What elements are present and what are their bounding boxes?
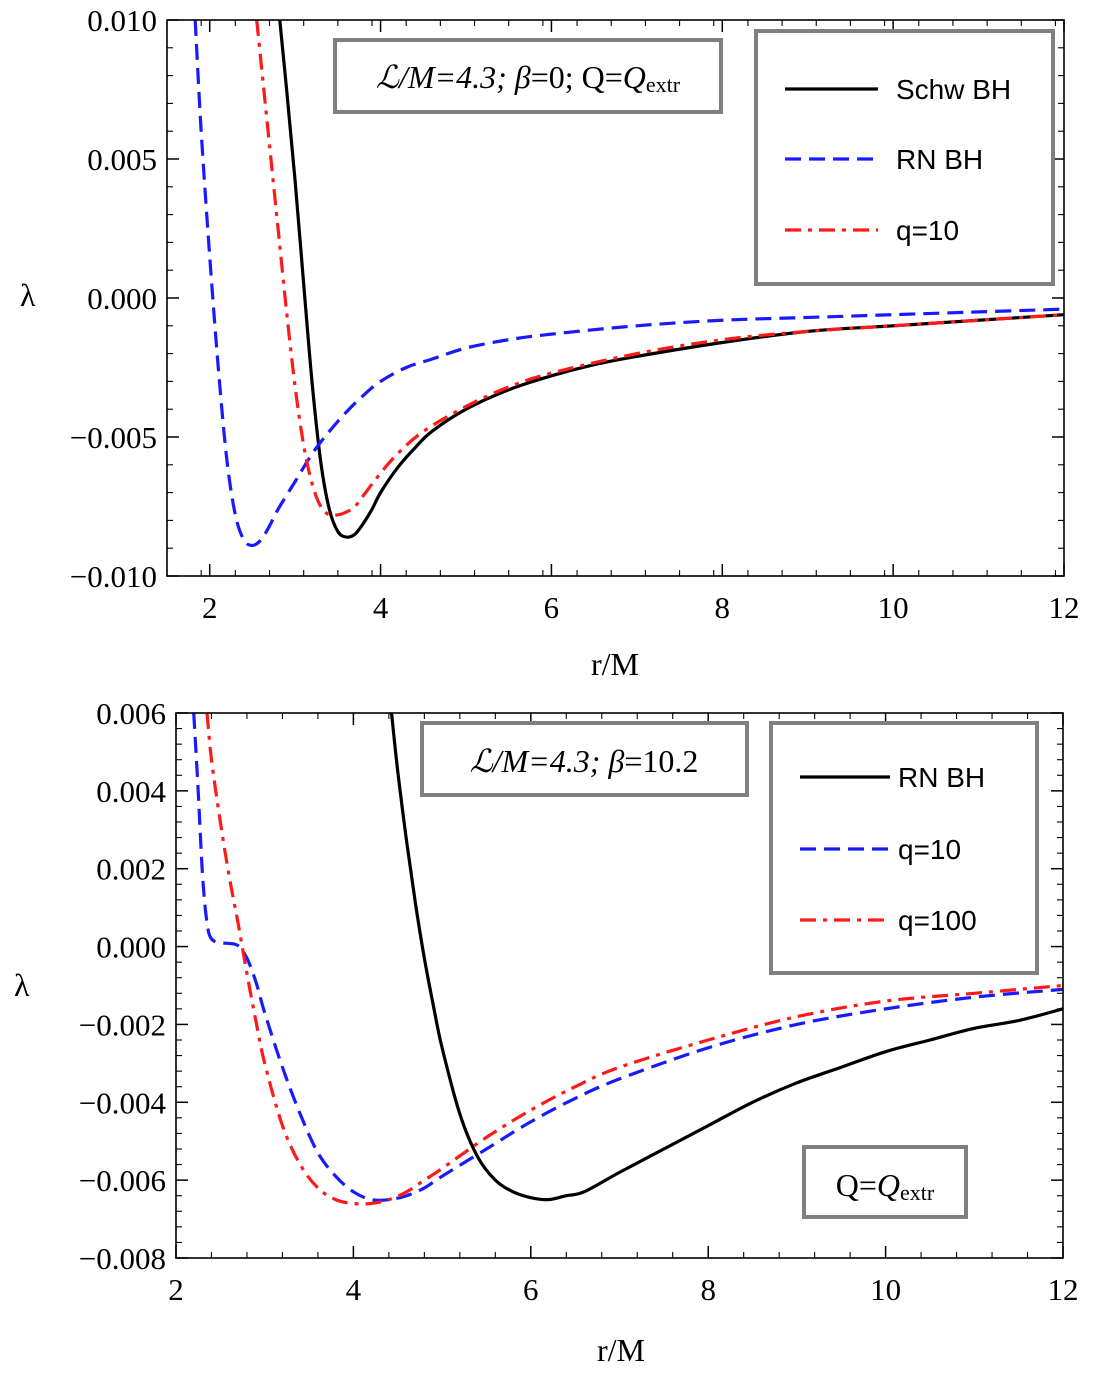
y-tick-label: 0.004 — [96, 774, 166, 809]
y-tick-label: 0.006 — [96, 696, 166, 731]
top-series-q10 — [255, 20, 1064, 518]
top-panel: 2 4 6 8 10 12 −0.010 −0.005 0.000 0.005 0.010 λ r/… — [20, 3, 1080, 682]
top-series-group — [193, 20, 1064, 548]
top-series-schw-bh — [278, 20, 1064, 539]
y-tick-label: 0.000 — [96, 930, 166, 965]
x-tick-label: 8 — [715, 590, 731, 625]
top-legend-label-rn-bh: RN BH — [896, 144, 983, 175]
bottom-axis-ticks: 2 4 6 8 10 12 −0.008 −0.006 −0.004 −0.002 0.000 0.0… — [79, 696, 1079, 1307]
y-tick-label: −0.005 — [70, 420, 157, 455]
x-tick-label: 10 — [870, 1272, 901, 1307]
y-tick-label: −0.002 — [79, 1007, 166, 1042]
bottom-annotation2-q-eq: Q= — [836, 1167, 877, 1203]
bottom-annotation-prefix: ℒ/M=4.3; — [470, 743, 609, 779]
bottom-legend-label-rn-bh: RN BH — [898, 762, 985, 793]
bottom-annotation-beta: β — [607, 743, 624, 779]
y-tick-label: 0.002 — [96, 852, 166, 887]
bottom-legend-label-q100: q=100 — [898, 905, 977, 936]
x-tick-label: 12 — [1048, 1272, 1079, 1307]
top-annotation-beta: β — [514, 59, 531, 95]
bottom-series-rn-bh — [389, 713, 1063, 1202]
y-tick-label: −0.008 — [79, 1241, 166, 1276]
x-tick-label: 6 — [523, 1272, 539, 1307]
top-x-axis-label: r/M — [591, 646, 639, 682]
top-annotation-prefix: ℒ/M=4.3; — [376, 59, 515, 95]
bottom-y-axis-label: λ — [14, 967, 30, 1003]
x-tick-label: 4 — [373, 590, 389, 625]
x-tick-label: 10 — [878, 590, 909, 625]
top-annotation-q: Q — [623, 59, 646, 95]
x-tick-label: 2 — [202, 590, 218, 625]
y-tick-label: 0.010 — [87, 3, 157, 38]
x-tick-label: 2 — [168, 1272, 184, 1307]
top-legend-label-q10: q=10 — [896, 215, 959, 246]
bottom-annotation-box — [420, 721, 749, 797]
top-annotation-q-sub: extr — [646, 72, 681, 97]
y-tick-label: −0.010 — [70, 559, 157, 594]
bottom-annotation2: Q=Qextr — [836, 1167, 935, 1205]
x-tick-label: 12 — [1049, 590, 1080, 625]
bottom-annotation2-q: Q — [877, 1167, 900, 1203]
top-legend: Schw BH RN BH q=10 — [754, 29, 1055, 286]
x-tick-label: 6 — [544, 590, 560, 625]
bottom-x-axis-label: r/M — [597, 1332, 645, 1368]
bottom-series-group — [192, 713, 1063, 1206]
bottom-annotation2-box — [802, 1145, 968, 1219]
top-axis-ticks: 2 4 6 8 10 12 −0.010 −0.005 0.000 0.005 0.010 — [70, 3, 1080, 625]
bottom-legend-label-q10: q=10 — [898, 834, 961, 865]
top-annotation-box — [333, 38, 723, 114]
y-tick-label: 0.005 — [87, 142, 157, 177]
x-tick-label: 8 — [700, 1272, 716, 1307]
x-tick-label: 4 — [346, 1272, 362, 1307]
bottom-series-q100 — [205, 713, 1063, 1206]
top-legend-label-schw-bh: Schw BH — [896, 74, 1011, 105]
y-tick-label: −0.006 — [79, 1163, 166, 1198]
y-tick-label: 0.000 — [87, 281, 157, 316]
top-series-rn-bh — [193, 20, 1064, 548]
bottom-annotation: ℒ/M=4.3; β=10.2 — [470, 743, 699, 779]
bottom-legend: RN BH q=10 q=100 — [769, 721, 1039, 975]
bottom-panel: 2 4 6 8 10 12 −0.008 −0.006 −0.004 −0.002 0.000 0.0… — [14, 696, 1079, 1368]
top-legend-box — [754, 29, 1055, 286]
bottom-annotation-beta-rest: =10.2 — [624, 743, 698, 779]
top-y-axis-label: λ — [20, 277, 36, 313]
bottom-annotation2-q-sub: extr — [900, 1180, 935, 1205]
bottom-series-q10 — [192, 713, 1063, 1202]
bottom-plot-frame — [175, 712, 1064, 1259]
top-annotation: ℒ/M=4.3; β=0; Q=Qextr — [376, 59, 681, 97]
top-annotation-beta-rest: =0; Q= — [531, 59, 623, 95]
y-tick-label: −0.004 — [79, 1085, 167, 1120]
